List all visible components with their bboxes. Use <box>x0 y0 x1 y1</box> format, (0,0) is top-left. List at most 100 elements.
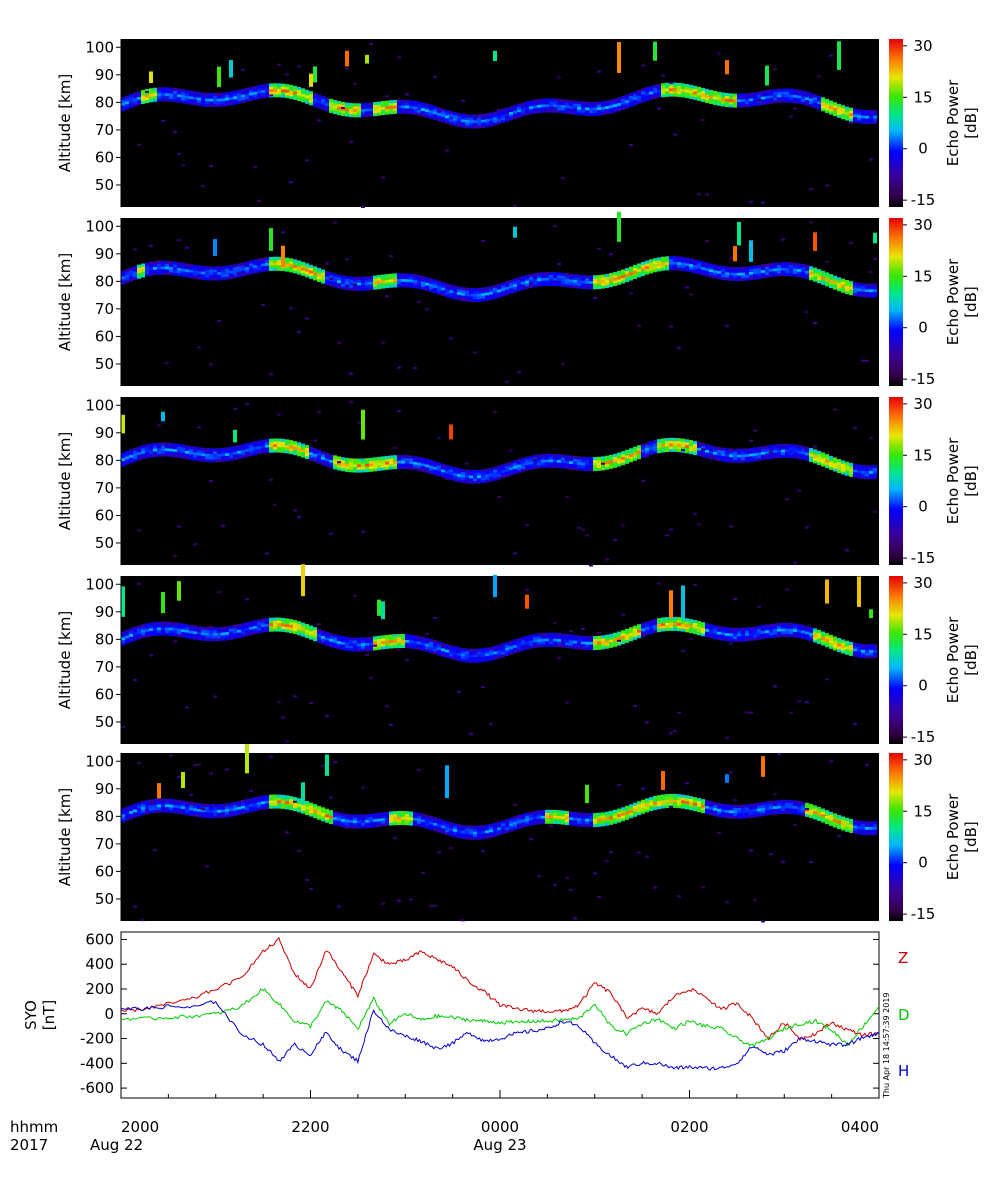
heatmap-cell <box>609 851 613 854</box>
heatmap-cell <box>673 264 677 268</box>
heatmap-cell <box>309 102 313 106</box>
heatmap-cell <box>669 81 673 84</box>
heatmap-cell <box>413 635 417 639</box>
heatmap-cell <box>609 463 613 467</box>
heatmap-cell <box>609 813 613 817</box>
heatmap-cell <box>149 799 153 803</box>
heatmap-cell <box>169 263 173 267</box>
heatmap-cell <box>701 87 705 91</box>
heatmap-cell <box>153 266 157 270</box>
heatmap-cell <box>733 96 737 100</box>
heatmap-cell <box>665 794 669 798</box>
heatmap-cell <box>257 796 261 800</box>
heatmap-cell <box>429 818 433 822</box>
heatmap-cell <box>677 446 681 450</box>
heatmap-cell <box>157 269 161 273</box>
heatmap-cell <box>237 626 241 630</box>
heatmap-cell <box>673 133 677 136</box>
heatmap-cell <box>637 447 641 451</box>
heatmap-cell <box>789 99 793 103</box>
heatmap-cell <box>769 632 773 636</box>
heatmap-cell <box>685 265 689 269</box>
heatmap-cell <box>317 449 321 453</box>
colorbar-tick-label: 30 <box>913 574 932 592</box>
heatmap-cell <box>409 455 413 459</box>
heatmap-cell <box>233 98 237 102</box>
heatmap-cell <box>205 809 209 813</box>
heatmap-cell <box>761 272 765 276</box>
heatmap-cell <box>473 122 477 126</box>
heatmap-cell <box>829 464 833 468</box>
heatmap-cell <box>609 816 613 820</box>
heatmap-cell <box>777 444 781 448</box>
y-axis-label: Altitude [km] <box>56 253 74 351</box>
heatmap-cell <box>209 98 213 102</box>
heatmap-cell <box>621 812 625 816</box>
heatmap-cell <box>481 472 485 476</box>
heatmap-cell <box>561 177 565 180</box>
heatmap-cell <box>621 275 625 279</box>
heatmap-cell <box>277 441 281 445</box>
heatmap-cell <box>185 263 189 267</box>
heatmap-cell <box>177 452 181 456</box>
heatmap-cell <box>397 648 401 651</box>
heatmap-cell <box>437 644 441 648</box>
heatmap-cell <box>465 653 469 657</box>
heatmap-cell <box>829 455 833 459</box>
heatmap-cell <box>797 97 801 101</box>
heatmap-cell <box>305 95 309 99</box>
heatmap-cell <box>269 802 273 806</box>
heatmap-cell <box>813 636 817 640</box>
heatmap-cell <box>693 808 697 812</box>
heatmap-cell <box>577 823 581 827</box>
heatmap-cell <box>485 297 489 301</box>
heatmap-cell <box>177 631 181 635</box>
heatmap-cell <box>165 266 169 270</box>
heatmap-cell <box>257 87 261 91</box>
heatmap-cell <box>469 834 473 838</box>
heatmap-cell <box>585 638 589 642</box>
heatmap-cell <box>841 471 845 475</box>
heatmap-cell <box>621 98 625 102</box>
heatmap-cell <box>381 820 385 824</box>
heatmap-cell <box>373 465 377 469</box>
heatmap-cell <box>309 810 313 814</box>
heatmap-cell <box>385 111 389 115</box>
heatmap-cell <box>581 283 585 287</box>
heatmap-cell <box>417 641 421 645</box>
heatmap-cell <box>205 274 209 278</box>
heatmap-cell <box>237 263 241 267</box>
heatmap-cell <box>265 262 269 266</box>
heatmap-cell <box>129 808 133 812</box>
heatmap-cell <box>829 282 833 286</box>
heatmap-cell <box>433 822 437 826</box>
heatmap-cell <box>453 649 457 653</box>
heatmap-cell <box>797 95 801 99</box>
heatmap-cell <box>265 800 269 804</box>
heatmap-cell <box>273 94 277 98</box>
heatmap-cell <box>273 441 277 445</box>
heatmap-cell <box>633 705 637 708</box>
heatmap-cell <box>473 351 477 354</box>
heatmap-cell <box>365 469 369 473</box>
heatmap-cell <box>617 279 621 283</box>
heatmap-cell <box>817 461 821 465</box>
heatmap-cell <box>685 89 689 93</box>
heatmap-cell <box>217 101 221 105</box>
heatmap-cell <box>401 813 405 817</box>
heatmap-cell <box>341 286 345 290</box>
heatmap-cell <box>209 629 213 633</box>
heatmap-cell <box>277 444 281 448</box>
heatmap-cell <box>209 480 213 483</box>
heatmap-cell <box>297 624 301 628</box>
heatmap-cell <box>765 451 769 455</box>
heatmap-cell <box>681 444 685 448</box>
heatmap-cell <box>861 120 865 124</box>
heatmap-cell <box>537 454 541 458</box>
heatmap-cell <box>389 255 393 258</box>
heatmap-cell <box>601 635 605 639</box>
heatmap-cell <box>505 824 509 828</box>
heatmap-cell <box>345 258 349 261</box>
heatmap-cell <box>781 99 785 103</box>
